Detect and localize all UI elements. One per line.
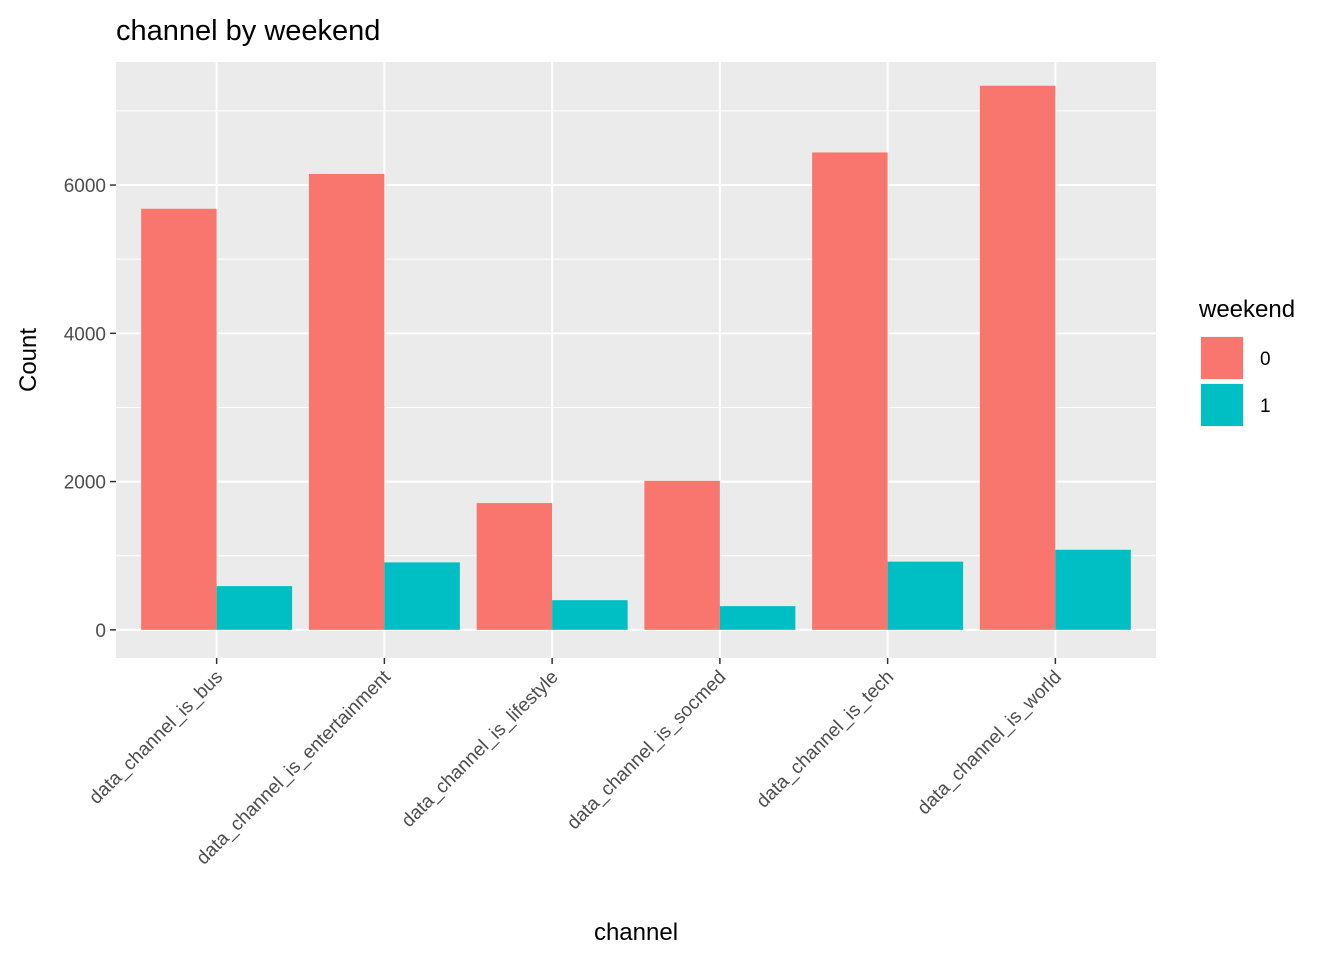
legend: weekend 0 1 bbox=[1198, 296, 1295, 427]
x-tick-label: data_channel_is_socmed bbox=[563, 667, 730, 834]
y-tick-label: 0 bbox=[95, 621, 106, 642]
bar-data_channel_is_lifestyle-weekend-1 bbox=[552, 600, 628, 630]
y-axis: 0 2000 4000 6000 bbox=[64, 176, 116, 642]
chart-title: channel by weekend bbox=[116, 15, 380, 47]
legend-key-weekend-1 bbox=[1201, 384, 1243, 426]
bar-data_channel_is_bus-weekend-0 bbox=[141, 208, 217, 630]
x-tick-label: data_channel_is_tech bbox=[753, 667, 899, 813]
bars bbox=[141, 85, 1131, 630]
bar-data_channel_is_world-weekend-1 bbox=[1055, 549, 1131, 630]
y-tick-label: 4000 bbox=[64, 324, 106, 345]
bar-data_channel_is_tech-weekend-0 bbox=[812, 152, 888, 630]
bar-data_channel_is_entertainment-weekend-0 bbox=[308, 173, 385, 630]
x-tick-label: data_channel_is_bus bbox=[85, 667, 227, 809]
y-tick-label: 6000 bbox=[64, 176, 106, 197]
x-axis: data_channel_is_busdata_channel_is_enter… bbox=[85, 658, 1066, 869]
bar-data_channel_is_lifestyle-weekend-0 bbox=[476, 503, 553, 630]
bar-data_channel_is_tech-weekend-1 bbox=[887, 561, 964, 630]
y-axis-title: Count bbox=[15, 328, 42, 392]
bar-data_channel_is_world-weekend-0 bbox=[979, 85, 1056, 630]
legend-key-weekend-0 bbox=[1201, 337, 1243, 379]
bar-data_channel_is_socmed-weekend-1 bbox=[719, 606, 796, 630]
legend-label: 1 bbox=[1260, 396, 1271, 417]
x-tick-label: data_channel_is_world bbox=[914, 667, 1066, 819]
bar-data_channel_is_bus-weekend-1 bbox=[216, 586, 293, 630]
x-axis-title: channel bbox=[594, 919, 678, 946]
legend-title: weekend bbox=[1198, 296, 1295, 323]
x-tick-label: data_channel_is_lifestyle bbox=[398, 667, 563, 832]
y-tick-label: 2000 bbox=[64, 473, 106, 494]
bar-data_channel_is_entertainment-weekend-1 bbox=[384, 562, 460, 630]
x-tick-label: data_channel_is_entertainment bbox=[193, 666, 396, 869]
bar-data_channel_is_socmed-weekend-0 bbox=[644, 480, 720, 630]
legend-label: 0 bbox=[1260, 349, 1271, 370]
